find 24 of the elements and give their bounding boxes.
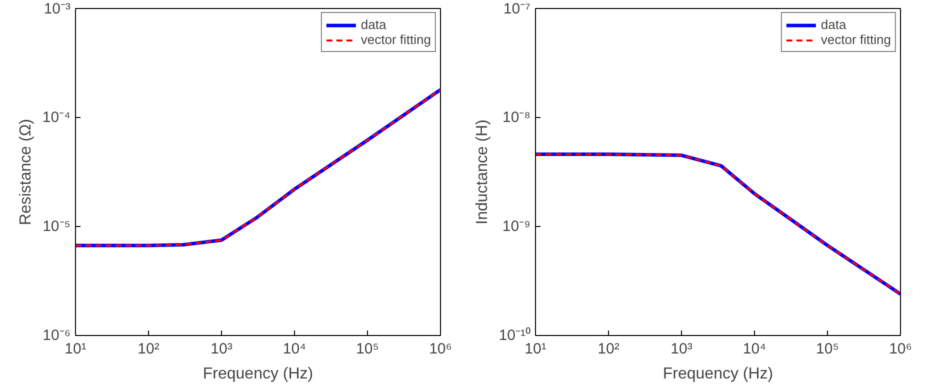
x-axis-title: Frequency (Hz)	[202, 366, 314, 382]
x-tick-label: 10⁴	[282, 340, 306, 358]
legend-label: data	[820, 17, 846, 32]
x-tick-label: 10³	[210, 340, 232, 358]
y-tick-label: 10⁻³	[44, 0, 71, 18]
x-tick-label: 10⁶	[429, 340, 452, 358]
y-tick-label: 10⁻⁵	[42, 218, 71, 235]
x-tick-label: 10²	[138, 340, 160, 358]
x-tick-label: 10⁶	[889, 340, 912, 358]
x-tick-label: 10⁵	[816, 340, 839, 358]
y-axis-title: Resistance (Ω)	[17, 118, 34, 226]
y-tick-label: 10⁻⁷	[503, 0, 531, 18]
x-tick-label: 10⁴	[742, 340, 766, 358]
y-axis-title: Inductance (H)	[474, 120, 491, 224]
x-axis-title: Frequency (Hz)	[662, 366, 774, 382]
y-tick-label: 10⁻⁴	[42, 109, 71, 126]
y-tick-label: 10⁻⁸	[502, 109, 531, 126]
x-tick-label: 10²	[598, 340, 620, 358]
legend-label: vector fitting	[820, 32, 891, 47]
legend-label: vector fitting	[360, 32, 431, 47]
x-tick-label: 10⁵	[356, 340, 379, 358]
legend-label: data	[360, 17, 386, 32]
y-tick-label: 10⁻⁹	[502, 218, 530, 235]
x-tick-label: 10³	[670, 340, 692, 358]
